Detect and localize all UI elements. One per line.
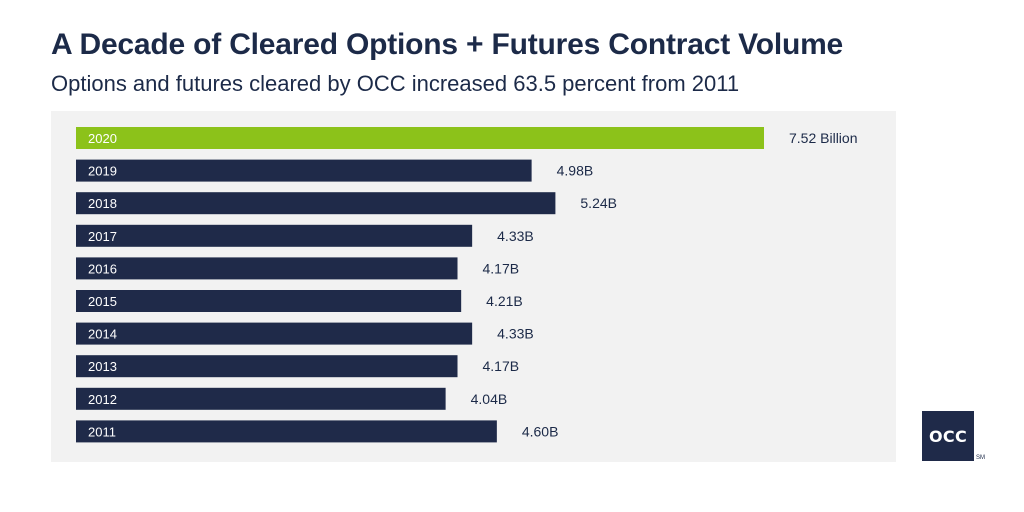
service-mark: SM xyxy=(976,455,985,461)
value-label-2017: 4.33B xyxy=(497,228,534,244)
value-label-2019: 4.98B xyxy=(557,163,594,179)
value-label-2020: 7.52 Billion xyxy=(789,130,858,146)
value-label-2018: 5.24B xyxy=(580,195,617,211)
chart-panel: 2020 7.52 Billion 2019 4.98B 2018 5.24B 2017 4.… xyxy=(51,111,896,462)
value-label-2012: 4.04B xyxy=(471,391,508,407)
bar-2011 xyxy=(76,420,497,443)
category-label-2013: 2013 xyxy=(88,359,117,374)
bar-2012 xyxy=(76,387,446,410)
value-label-2016: 4.17B xyxy=(483,260,520,276)
value-label-2014: 4.33B xyxy=(497,326,534,342)
value-label-2011: 4.60B xyxy=(522,423,559,439)
bar-2019 xyxy=(76,159,532,182)
category-label-2012: 2012 xyxy=(88,392,117,407)
occ-logo: OCC xyxy=(922,411,974,461)
bar-2014 xyxy=(76,322,473,345)
bar-2018 xyxy=(76,192,556,215)
chart-title: A Decade of Cleared Options + Futures Co… xyxy=(51,28,844,61)
bar-2020 xyxy=(76,127,764,149)
category-label-2018: 2018 xyxy=(88,196,117,211)
value-label-2015: 4.21B xyxy=(486,293,523,309)
category-label-2017: 2017 xyxy=(88,229,117,244)
bar-2016 xyxy=(76,257,458,280)
category-label-2020: 2020 xyxy=(88,131,117,146)
value-label-2013: 4.17B xyxy=(483,358,520,374)
category-label-2014: 2014 xyxy=(88,327,117,342)
bar-chart: 2020 7.52 Billion 2019 4.98B 2018 5.24B 2017 4.… xyxy=(76,127,858,443)
bar-2015 xyxy=(76,290,462,312)
category-label-2015: 2015 xyxy=(88,294,117,309)
bar-2017 xyxy=(76,224,473,247)
category-label-2016: 2016 xyxy=(88,261,117,276)
chart-subtitle: Options and futures cleared by OCC incre… xyxy=(51,71,740,96)
bar-2013 xyxy=(76,355,458,378)
category-label-2019: 2019 xyxy=(88,164,117,179)
category-label-2011: 2011 xyxy=(88,424,116,439)
